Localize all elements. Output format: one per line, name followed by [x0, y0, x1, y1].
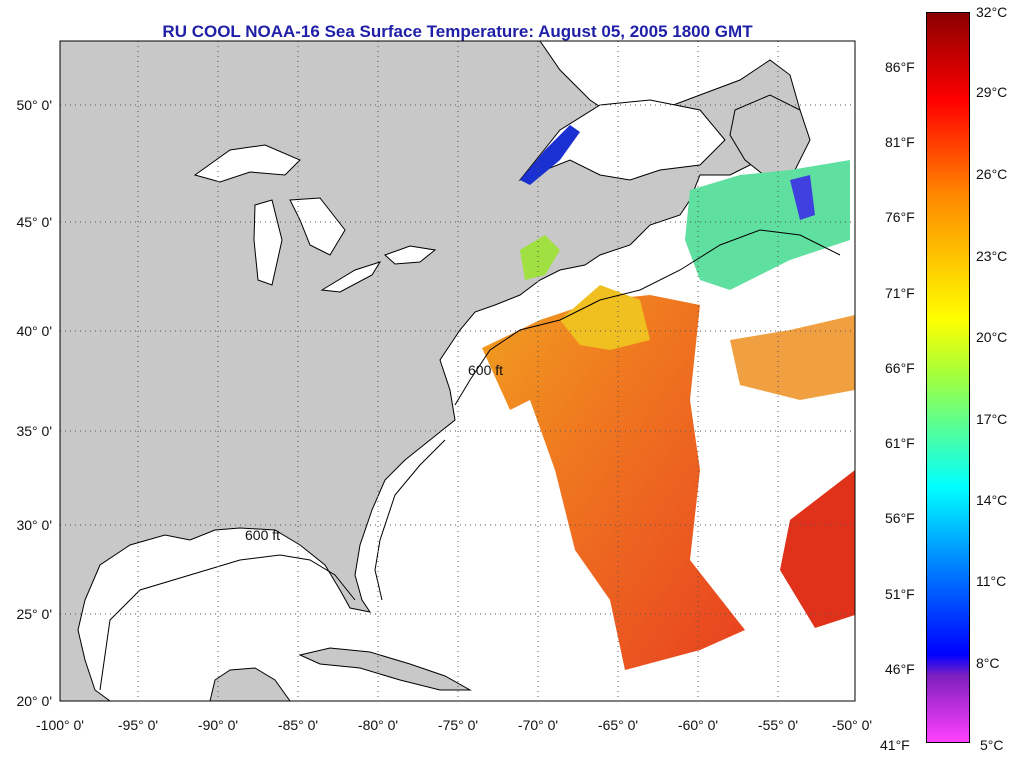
isobath-label: 600 ft: [468, 362, 503, 378]
colorbar-fahrenheit-label: 81°F: [885, 134, 915, 150]
sst-swath-main: [482, 295, 745, 670]
lat-label: 50° 0': [16, 97, 52, 113]
lat-label: 20° 0': [16, 693, 52, 709]
colorbar-celsius-label: 26°C: [976, 166, 1008, 182]
lake-erie: [320, 261, 382, 293]
colorbar-celsius-label: 29°C: [976, 84, 1008, 100]
lon-label: -95° 0': [118, 717, 158, 733]
colorbar-celsius-label: 5°C: [980, 737, 1004, 753]
land-north-america: [59, 40, 801, 702]
colorbar-fahrenheit-label: 41°F: [880, 737, 910, 753]
colorbar-fahrenheit-label: 76°F: [885, 209, 915, 225]
colorbar-celsius-label: 8°C: [976, 655, 1000, 671]
colorbar-fahrenheit-label: 66°F: [885, 360, 915, 376]
lon-label: -90° 0': [198, 717, 238, 733]
lake-ontario: [384, 245, 437, 265]
lake-michigan: [253, 199, 283, 286]
colorbar-fahrenheit-label: 46°F: [885, 661, 915, 677]
map-frame: [59, 40, 856, 702]
colorbar-celsius-label: 11°C: [976, 573, 1007, 589]
colorbar-celsius-label: 17°C: [976, 411, 1008, 427]
sst-patch-st-lawrence: [520, 125, 580, 185]
lon-label: -70° 0': [518, 717, 558, 733]
colorbar-celsius-label: 32°C: [976, 4, 1008, 20]
lon-label: -100° 0': [36, 717, 84, 733]
graticule: [60, 41, 855, 701]
isobath-label: 600 ft: [245, 527, 280, 543]
lon-label: -55° 0': [758, 717, 798, 733]
lon-label: -60° 0': [678, 717, 718, 733]
sst-patch-cool-maine: [520, 235, 560, 280]
temperature-colorbar: [926, 12, 970, 743]
lat-label: 40° 0': [16, 323, 52, 339]
colorbar-fahrenheit-label: 86°F: [885, 59, 915, 75]
colorbar-celsius-label: 20°C: [976, 329, 1008, 345]
lon-label: -65° 0': [598, 717, 638, 733]
sst-data: [482, 125, 855, 670]
lat-label: 45° 0': [16, 214, 52, 230]
lat-label: 35° 0': [16, 423, 52, 439]
lon-label: -75° 0': [438, 717, 478, 733]
lat-axis: 50° 0' 45° 0' 40° 0' 35° 0' 30° 0' 25° 0…: [16, 97, 52, 709]
sst-patch-labrador: [790, 175, 815, 220]
gulf-st-lawrence: [518, 99, 726, 182]
lon-label: -80° 0': [358, 717, 398, 733]
sst-swath-east: [780, 470, 855, 628]
lat-label: 25° 0': [16, 606, 52, 622]
sst-patch-shelf: [560, 285, 650, 350]
colorbar-fahrenheit-label: 61°F: [885, 435, 915, 451]
sst-patch-ne-east: [730, 315, 855, 400]
lon-label: -85° 0': [278, 717, 318, 733]
map-title: RU COOL NOAA-16 Sea Surface Temperature:…: [162, 22, 753, 41]
lon-label: -50° 0': [832, 717, 872, 733]
colorbar-celsius-label: 14°C: [976, 492, 1008, 508]
colorbar-fahrenheit-label: 71°F: [885, 285, 915, 301]
lon-axis: -100° 0' -95° 0' -90° 0' -85° 0' -80° 0'…: [36, 717, 872, 733]
isobath-line: [99, 229, 841, 691]
colorbar-fahrenheit-label: 56°F: [885, 510, 915, 526]
lat-label: 30° 0': [16, 517, 52, 533]
colorbar-celsius-label: 23°C: [976, 248, 1008, 264]
lake-superior: [193, 144, 301, 183]
lake-huron: [289, 197, 346, 256]
land-cuba: [298, 647, 472, 691]
colorbar-fahrenheit-label: 51°F: [885, 586, 915, 602]
